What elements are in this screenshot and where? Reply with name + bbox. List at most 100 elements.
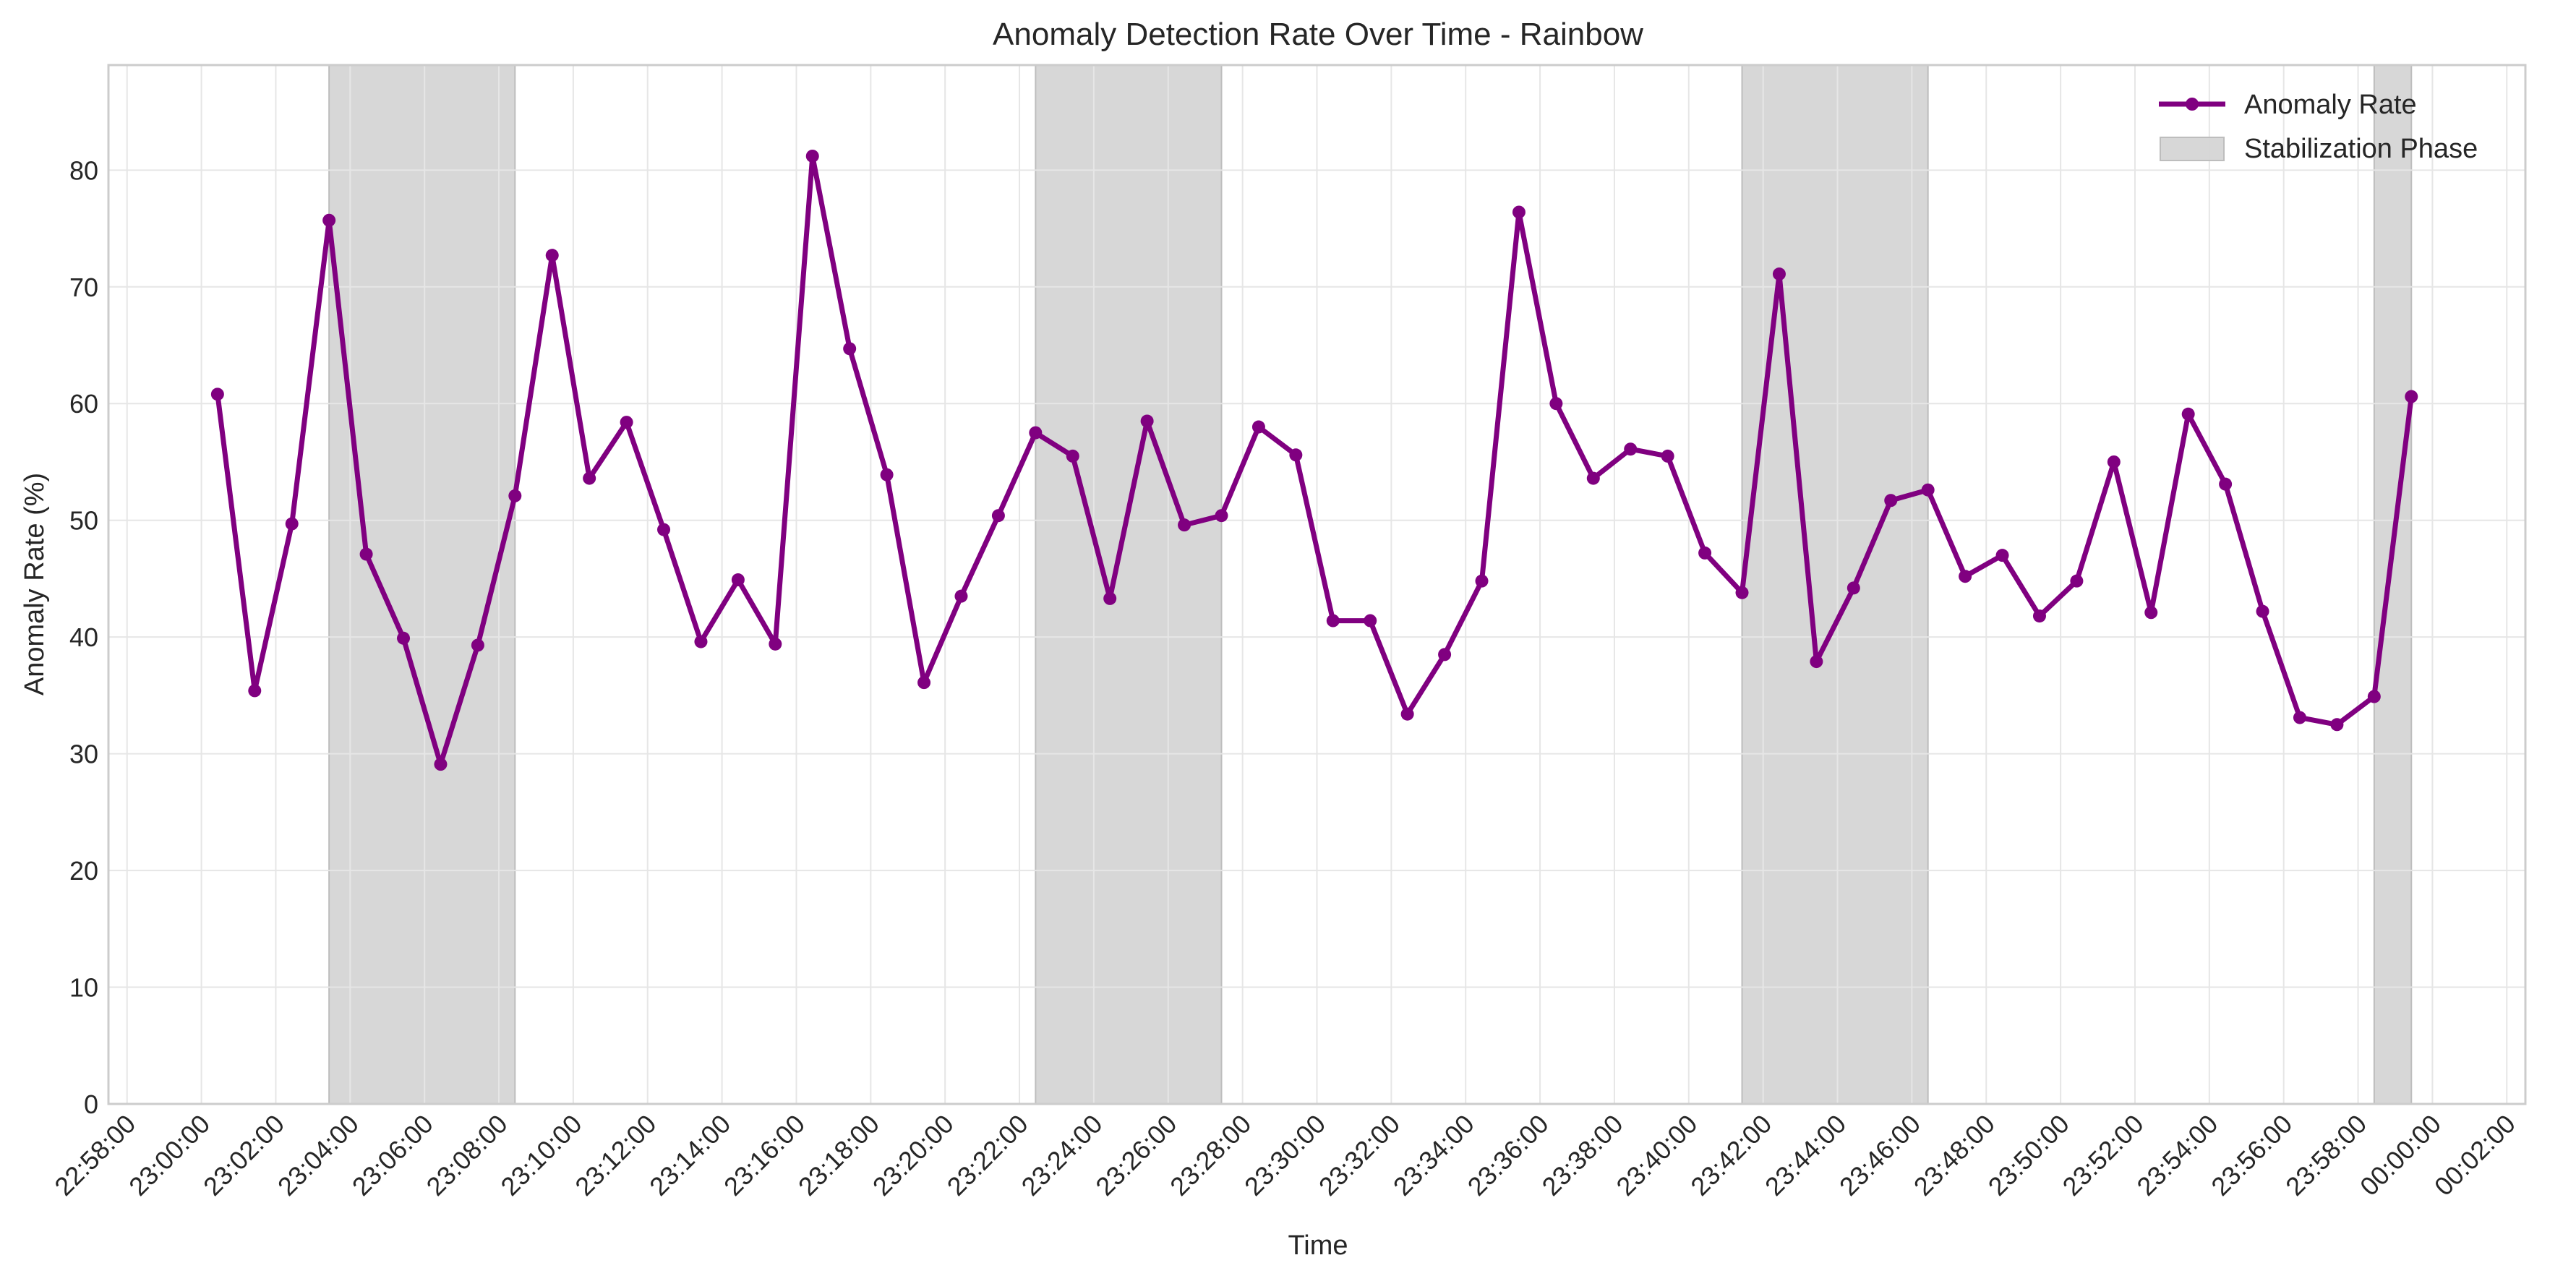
x-tick-label: 23:52:00 — [2057, 1109, 2149, 1202]
data-point — [508, 489, 522, 502]
x-tick-label: 23:02:00 — [197, 1109, 290, 1202]
data-point — [1847, 581, 1860, 595]
data-point — [1810, 655, 1823, 669]
x-tick-label: 23:24:00 — [1015, 1109, 1108, 1202]
y-tick-label: 30 — [69, 740, 98, 769]
data-point — [210, 387, 224, 401]
data-point — [2032, 609, 2046, 623]
data-point — [2219, 477, 2233, 491]
x-tick-label: 23:40:00 — [1610, 1109, 1703, 1202]
data-point — [2405, 390, 2418, 403]
stabilization-region-3 — [1741, 64, 1929, 1105]
x-tick-label: 23:08:00 — [421, 1109, 513, 1202]
legend-label-anomaly-rate: Anomaly Rate — [2244, 90, 2417, 120]
stabilization-regions — [328, 64, 2413, 1105]
data-point — [1624, 442, 1638, 456]
series-line-anomaly-rate — [215, 153, 2414, 767]
y-tick-label: 10 — [69, 973, 98, 1003]
data-point — [1959, 570, 1972, 583]
data-point — [954, 589, 968, 603]
data-point — [2293, 711, 2306, 724]
x-tick-label: 23:18:00 — [792, 1109, 885, 1202]
y-tick-label: 40 — [69, 622, 98, 652]
data-point — [359, 547, 373, 561]
x-tick-label: 00:02:00 — [2429, 1109, 2521, 1202]
x-tick-label: 23:54:00 — [2131, 1109, 2223, 1202]
data-point — [1475, 574, 1489, 588]
data-point — [1735, 586, 1749, 599]
legend-shade-swatch — [2160, 137, 2225, 161]
stabilization-region-2 — [1035, 64, 1223, 1105]
x-tick-label: 23:16:00 — [718, 1109, 810, 1202]
plot-frame — [107, 64, 2527, 1105]
data-point — [1921, 483, 1935, 497]
x-axis-label: Time — [1288, 1230, 1348, 1261]
data-point — [731, 573, 745, 587]
x-tick-label: 23:44:00 — [1759, 1109, 1852, 1202]
y-tick-label: 70 — [69, 273, 98, 302]
x-tick-label: 22:58:00 — [48, 1109, 141, 1202]
data-point — [620, 416, 633, 429]
data-point — [805, 149, 819, 163]
x-tick-label: 23:22:00 — [941, 1109, 1034, 1202]
data-point — [843, 342, 857, 356]
data-point — [1586, 471, 1600, 485]
x-tick-label: 23:58:00 — [2280, 1109, 2372, 1202]
data-point — [880, 468, 894, 481]
x-tick-label: 23:48:00 — [1908, 1109, 2001, 1202]
data-point — [1512, 205, 1526, 219]
data-point — [1995, 549, 2009, 562]
y-tick-label: 80 — [69, 155, 98, 185]
data-point — [1326, 614, 1340, 628]
y-tick-labels: 0 10 20 30 40 50 60 70 80 — [69, 155, 98, 1119]
legend: Anomaly Rate Stabilization Phase — [2159, 90, 2478, 164]
x-tick-label: 23:26:00 — [1090, 1109, 1182, 1202]
x-tick-label: 23:50:00 — [1982, 1109, 2075, 1202]
data-point — [583, 471, 596, 485]
y-tick-label: 60 — [69, 389, 98, 419]
x-tick-label: 23:00:00 — [123, 1109, 215, 1202]
data-point — [322, 213, 336, 227]
y-tick-label: 0 — [84, 1089, 98, 1119]
data-point — [248, 684, 262, 698]
x-tick-label: 23:04:00 — [272, 1109, 364, 1202]
data-point — [2070, 574, 2084, 588]
data-point — [1066, 449, 1079, 463]
x-tick-label: 23:30:00 — [1238, 1109, 1331, 1202]
x-tick-label: 23:46:00 — [1833, 1109, 1926, 1202]
data-point — [1215, 509, 1228, 523]
stabilization-region-4 — [2373, 64, 2413, 1105]
stabilization-region-1 — [328, 64, 516, 1105]
x-tick-label: 23:36:00 — [1462, 1109, 1554, 1202]
data-point — [1400, 707, 1414, 721]
data-point — [434, 758, 448, 771]
data-point — [397, 631, 411, 645]
data-point — [917, 676, 931, 690]
data-point — [1178, 518, 1191, 532]
y-tick-label: 20 — [69, 856, 98, 886]
x-tick-label: 23:20:00 — [867, 1109, 959, 1202]
data-point — [1029, 426, 1043, 440]
data-point — [2367, 690, 2381, 703]
data-point — [1438, 648, 1452, 661]
data-point — [2256, 604, 2269, 618]
data-point — [1140, 414, 1154, 428]
data-point — [1364, 614, 1377, 628]
x-tick-label: 23:12:00 — [569, 1109, 662, 1202]
data-point — [1103, 591, 1117, 605]
data-point — [1661, 449, 1674, 463]
x-tick-label: 00:00:00 — [2354, 1109, 2447, 1202]
data-point — [991, 509, 1005, 523]
x-tick-label: 23:34:00 — [1387, 1109, 1480, 1202]
y-tick-label: 50 — [69, 506, 98, 536]
data-point — [2144, 606, 2158, 620]
data-point — [2330, 718, 2344, 732]
data-point — [694, 635, 708, 648]
data-point — [1698, 546, 1712, 560]
x-tick-label: 23:56:00 — [2205, 1109, 2298, 1202]
x-tick-label: 23:32:00 — [1313, 1109, 1405, 1202]
data-point — [657, 523, 671, 536]
data-point — [2181, 407, 2195, 421]
x-tick-label: 23:38:00 — [1536, 1109, 1629, 1202]
